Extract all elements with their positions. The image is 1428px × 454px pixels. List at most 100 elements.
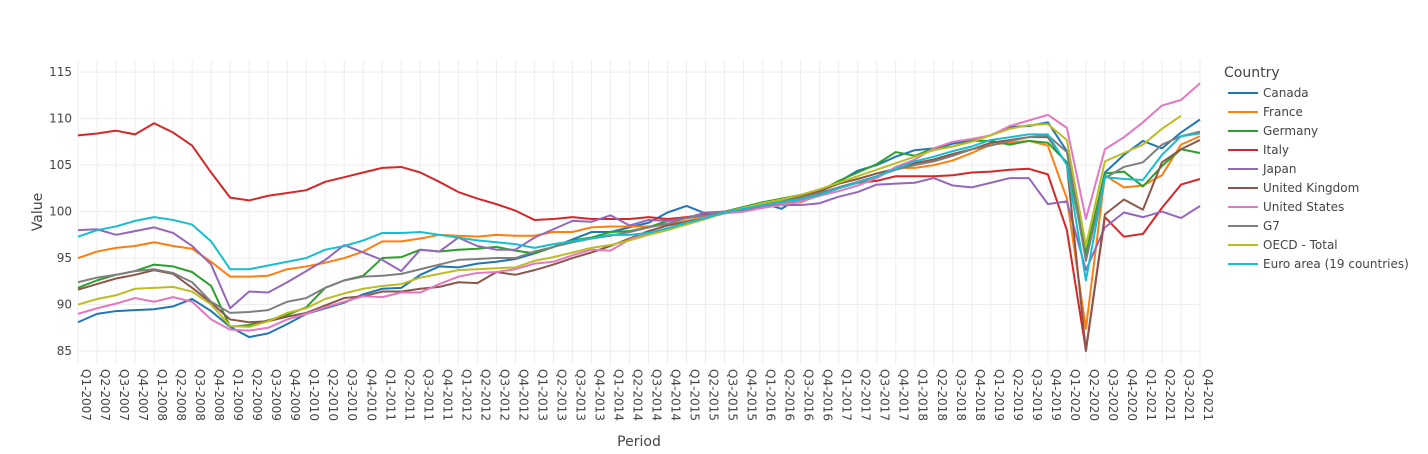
x-axis-title: Period [617, 434, 661, 450]
legend-title: Country [1224, 65, 1280, 81]
x-tick-label: Q2-2017 [859, 369, 873, 421]
x-tick-label: Q4-2016 [821, 369, 835, 421]
legend-item-oecd-total[interactable]: OECD - Total [1228, 238, 1338, 252]
x-tick-label: Q4-2019 [1049, 369, 1063, 421]
x-tick-label: Q2-2019 [1011, 369, 1025, 421]
x-tick-label: Q3-2010 [345, 369, 359, 421]
y-tick-label: 85 [57, 344, 72, 358]
legend-label: Canada [1263, 86, 1309, 100]
x-tick-label: Q2-2014 [630, 369, 644, 421]
x-tick-label: Q3-2008 [193, 369, 207, 421]
x-axis: Q1-2007 Q2-2007 Q3-2007 Q4-2007 Q1-2008 Q2-20… [79, 369, 1215, 421]
x-tick-label: Q4-2012 [516, 369, 530, 421]
legend-item-united-states[interactable]: United States [1228, 200, 1344, 214]
x-tick-label: Q2-2020 [1087, 369, 1101, 421]
x-tick-label: Q2-2008 [174, 369, 188, 421]
y-axis: 85 90 95 100 105 110 115 [49, 65, 72, 358]
x-tick-label: Q1-2020 [1068, 369, 1082, 421]
x-tick-label: Q1-2019 [992, 369, 1006, 421]
x-tick-label: Q3-2020 [1106, 369, 1120, 421]
x-tick-label: Q2-2018 [935, 369, 949, 421]
x-tick-label: Q3-2021 [1182, 369, 1196, 421]
x-tick-label: Q3-2015 [726, 369, 740, 421]
legend-item-france[interactable]: France [1228, 105, 1303, 119]
x-tick-label: Q1-2013 [535, 369, 549, 421]
x-tick-label: Q3-2017 [878, 369, 892, 421]
x-tick-label: Q3-2014 [650, 369, 664, 421]
x-tick-label: Q3-2016 [802, 369, 816, 421]
x-tick-label: Q3-2011 [421, 369, 435, 421]
legend-label: Japan [1262, 162, 1296, 176]
x-tick-label: Q3-2018 [954, 369, 968, 421]
y-tick-label: 90 [57, 298, 72, 312]
x-tick-label: Q4-2015 [745, 369, 759, 421]
series-line-france [77, 135, 1201, 330]
gridlines [77, 60, 1201, 365]
x-tick-label: Q2-2013 [554, 369, 568, 421]
x-tick-label: Q1-2007 [79, 369, 93, 421]
legend-label: Germany [1263, 124, 1318, 138]
x-tick-label: Q2-2009 [250, 369, 264, 421]
legend-label: United Kingdom [1263, 181, 1359, 195]
x-tick-label: Q1-2010 [307, 369, 321, 421]
y-tick-label: 115 [49, 65, 72, 79]
legend-label: OECD - Total [1263, 238, 1338, 252]
legend-item-euro-area-19-countries[interactable]: Euro area (19 countries) [1228, 257, 1409, 271]
y-axis-title: Value [30, 193, 46, 231]
series-line-japan [77, 177, 1201, 310]
x-tick-label: Q1-2012 [459, 369, 473, 421]
y-tick-label: 95 [57, 251, 72, 265]
series-line-oecd-total [77, 114, 1182, 328]
x-tick-label: Q1-2011 [383, 369, 397, 421]
series-line-canada [77, 118, 1201, 339]
series-line-euro-area-19-countries [77, 132, 1201, 282]
legend: Country Canada France Germany Italy Japan Uni… [1224, 65, 1409, 271]
y-tick-label: 105 [49, 158, 72, 172]
y-tick-label: 100 [49, 205, 72, 219]
legend-label: G7 [1263, 219, 1280, 233]
x-tick-label: Q3-2013 [573, 369, 587, 421]
legend-items: Canada France Germany Italy Japan United King… [1228, 86, 1409, 271]
x-tick-label: Q4-2009 [288, 369, 302, 421]
series-line-united-states [77, 82, 1201, 332]
x-tick-label: Q2-2021 [1163, 369, 1177, 421]
x-tick-label: Q2-2016 [783, 369, 797, 421]
legend-item-canada[interactable]: Canada [1228, 86, 1309, 100]
legend-item-italy[interactable]: Italy [1228, 143, 1289, 157]
series-line-g7 [77, 130, 1201, 314]
x-tick-label: Q1-2014 [611, 369, 625, 421]
legend-item-united-kingdom[interactable]: United Kingdom [1228, 181, 1359, 195]
x-tick-label: Q1-2021 [1144, 369, 1158, 421]
legend-label: United States [1263, 200, 1344, 214]
x-tick-label: Q1-2017 [840, 369, 854, 421]
legend-item-japan[interactable]: Japan [1228, 162, 1296, 176]
legend-item-germany[interactable]: Germany [1228, 124, 1318, 138]
x-tick-label: Q4-2007 [136, 369, 150, 421]
x-tick-label: Q3-2019 [1030, 369, 1044, 421]
legend-label: Italy [1263, 143, 1289, 157]
series-lines [77, 82, 1201, 353]
x-tick-label: Q2-2007 [98, 369, 112, 421]
x-tick-label: Q3-2012 [497, 369, 511, 421]
x-tick-label: Q1-2015 [688, 369, 702, 421]
x-tick-label: Q2-2010 [326, 369, 340, 421]
legend-label: France [1263, 105, 1303, 119]
x-tick-label: Q1-2016 [764, 369, 778, 421]
x-tick-label: Q4-2014 [669, 369, 683, 421]
x-tick-label: Q4-2021 [1201, 369, 1215, 421]
legend-label: Euro area (19 countries) [1263, 257, 1409, 271]
x-tick-label: Q4-2020 [1125, 369, 1139, 421]
x-tick-label: Q4-2018 [973, 369, 987, 421]
series-line-italy [77, 122, 1201, 352]
x-tick-label: Q4-2011 [440, 369, 454, 421]
x-tick-label: Q4-2017 [897, 369, 911, 421]
x-tick-label: Q2-2011 [402, 369, 416, 421]
x-tick-label: Q4-2010 [364, 369, 378, 421]
x-tick-label: Q4-2008 [212, 369, 226, 421]
x-tick-label: Q3-2009 [269, 369, 283, 421]
x-tick-label: Q2-2015 [707, 369, 721, 421]
x-tick-label: Q2-2012 [478, 369, 492, 421]
legend-item-g7[interactable]: G7 [1228, 219, 1280, 233]
